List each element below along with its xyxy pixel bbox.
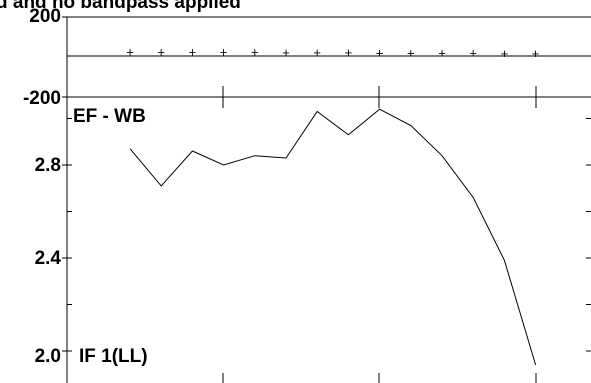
phase-point: +: [282, 45, 290, 60]
baseline-label: EF - WB: [73, 106, 146, 127]
x-ticks: [222, 86, 537, 383]
phase-panel: 200 -200 + + + + + + + + + + + + + +: [23, 6, 591, 109]
phase-markers: + + + + + + + + + + + + + +: [126, 44, 539, 61]
amp-tick-label-2-0: 2.0: [35, 346, 61, 367]
phase-point: +: [126, 44, 134, 59]
phase-point: +: [438, 46, 446, 61]
phase-point: +: [345, 45, 353, 60]
phase-point: +: [313, 45, 321, 60]
phase-point: +: [157, 44, 165, 59]
phase-point: +: [220, 44, 228, 59]
phase-point: +: [407, 45, 415, 60]
phase-point: +: [376, 45, 384, 60]
amplitude-panel: 2.8 2.4 2.0 EF - WB IF 1(LL): [35, 86, 591, 383]
amp-tick-label-2-8: 2.8: [35, 155, 61, 176]
amplitude-series: [129, 108, 537, 366]
phase-tick-label-bottom: -200: [23, 88, 61, 109]
phase-point: +: [469, 46, 477, 61]
phase-point: +: [251, 45, 259, 60]
phase-point: +: [501, 46, 509, 61]
chart-title: d and no bandpass applied: [0, 0, 241, 13]
if-label: IF 1(LL): [79, 346, 148, 367]
phase-point: +: [189, 44, 197, 59]
amplitude-ticks: [62, 118, 591, 352]
phase-tick-label-top: 200: [29, 6, 61, 27]
phase-point: +: [532, 46, 540, 61]
amplitude-line: [129, 108, 537, 366]
amp-tick-label-2-4: 2.4: [35, 248, 62, 269]
